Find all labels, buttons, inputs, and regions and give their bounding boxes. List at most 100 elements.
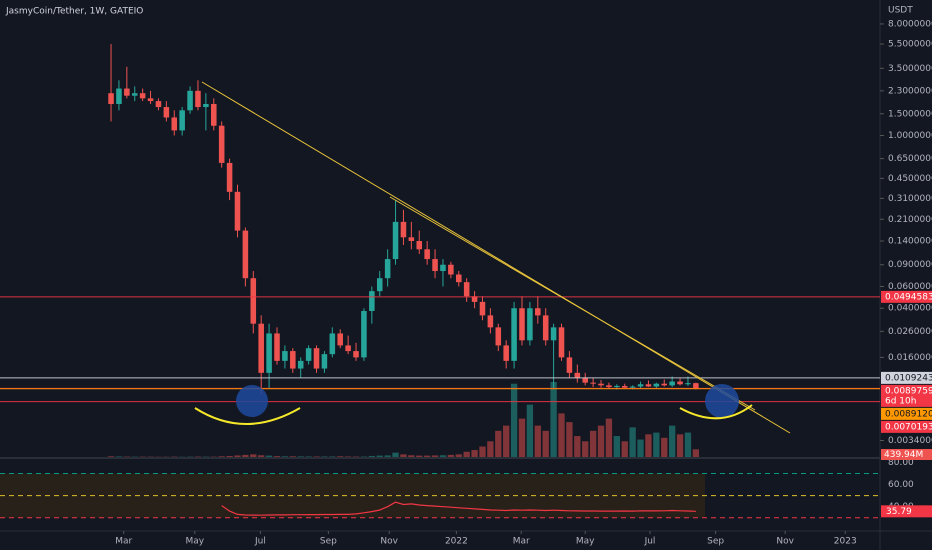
candle-body [621, 385, 628, 388]
x-tick-label: Mar [115, 537, 132, 547]
volume-bar [542, 430, 549, 457]
candle-body [274, 333, 280, 361]
candle-body [566, 357, 573, 373]
candle-body [448, 264, 454, 275]
x-tick-label: Nov [776, 537, 794, 547]
candle-body [424, 249, 430, 260]
trend-line [389, 196, 756, 411]
volume-bar [289, 456, 296, 457]
y-tick-label: 1.0000000 [888, 131, 932, 141]
candle-body [590, 382, 596, 384]
x-tick-label: Sep [320, 537, 337, 547]
candle-body [677, 381, 683, 385]
candle-body [313, 348, 320, 369]
volume-bar [653, 432, 660, 457]
price-level-label: 0.0070193 [885, 422, 932, 432]
volume-bar [589, 430, 597, 457]
volume-bar [115, 456, 123, 457]
volume-bar [637, 439, 644, 457]
candle-body [550, 327, 557, 341]
candle-body [131, 93, 138, 96]
volume-bar [218, 456, 225, 457]
x-tick-label: May [576, 537, 595, 547]
price-level-label: 0.0494583 [885, 292, 932, 302]
x-tick-label: 2023 [834, 537, 857, 547]
volume-bar [558, 413, 565, 457]
volume-bar [668, 425, 676, 457]
candle-body [187, 90, 193, 111]
volume-bar [471, 450, 478, 457]
candle-body [598, 383, 604, 386]
candle-body [653, 383, 660, 387]
candle-body [606, 385, 612, 388]
price-level-label: 0.0089120 [885, 409, 932, 419]
volume-bar [305, 456, 312, 457]
volume-bar [455, 454, 462, 457]
volume-bar [400, 454, 407, 457]
y-tick-label: 0.0160000 [888, 353, 932, 363]
candle-body [147, 98, 154, 102]
x-tick-label: Nov [380, 537, 398, 547]
candle-body [211, 103, 217, 126]
y-tick-label: 0.0900000 [888, 260, 932, 270]
rsi-tick-label: 80.00 [888, 458, 914, 468]
candle-body [535, 308, 541, 316]
rsi-tick-label: 60.00 [888, 480, 914, 490]
countdown-label: 6d 10h [885, 396, 916, 406]
candle-body [108, 93, 114, 104]
candle-body [226, 162, 233, 192]
price-level-box [881, 290, 932, 303]
volume-bar [321, 456, 328, 457]
volume-bar [384, 455, 391, 457]
candle-body [329, 333, 336, 355]
candle-body [432, 259, 438, 272]
volume-bar [337, 456, 344, 457]
volume-bar [479, 446, 486, 457]
volume-bar [684, 432, 692, 457]
volume-bar [597, 425, 605, 457]
candle-body [511, 308, 517, 361]
price-level-label: 0.0089759 [885, 386, 932, 396]
highlight-circle [236, 385, 268, 417]
volume-bar [574, 436, 581, 457]
candle-body [463, 282, 470, 297]
volume-bar [645, 434, 652, 457]
candle-body [305, 348, 312, 361]
candle-body [669, 381, 675, 386]
highlight-circle [705, 384, 739, 418]
candle-body [392, 221, 399, 260]
volume-bar [439, 455, 447, 457]
volume-bar [661, 437, 668, 457]
candle-body [582, 377, 588, 383]
candle-body [290, 351, 296, 369]
volume-bar [281, 456, 289, 457]
volume-bar [297, 456, 304, 457]
y-tick-label: 0.0600000 [888, 282, 932, 292]
candle-body [542, 315, 549, 341]
price-level-box [881, 371, 932, 384]
volume-bar [518, 418, 526, 457]
candle-body [218, 125, 225, 163]
candle-body [527, 308, 533, 341]
candle-body [558, 327, 565, 358]
volume-bar [250, 454, 257, 457]
candle-body [163, 107, 170, 118]
candle-body [250, 278, 257, 324]
y-tick-label: 0.0400000 [888, 304, 932, 314]
candle-body [471, 296, 478, 302]
rsi-line [221, 501, 696, 516]
candle-body [124, 88, 130, 96]
volume-bar [629, 427, 636, 457]
candle-body [629, 386, 636, 388]
volume-bar [392, 452, 399, 457]
candle-body [685, 383, 691, 385]
candle-body [203, 103, 209, 108]
candle-body [384, 259, 391, 279]
candle-body [139, 93, 146, 99]
arc-annotation [679, 404, 753, 420]
volume-bar [621, 441, 628, 457]
candle-body [574, 372, 581, 378]
volume-bar [376, 455, 383, 457]
candle-body [614, 385, 620, 388]
